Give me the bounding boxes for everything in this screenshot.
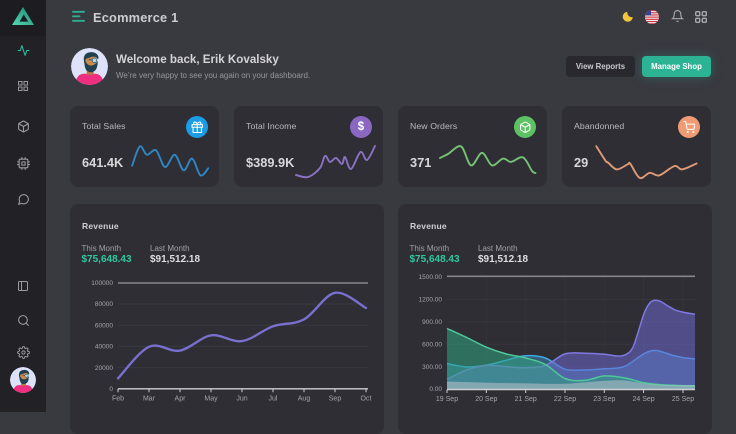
svg-text:Apr: Apr — [175, 396, 187, 403]
svg-text:19 Sep: 19 Sep — [436, 396, 458, 403]
svg-text:300.00: 300.00 — [422, 364, 442, 371]
svg-text:80000: 80000 — [95, 301, 113, 308]
svg-text:21 Sep: 21 Sep — [515, 396, 537, 403]
svg-text:0.00: 0.00 — [429, 386, 442, 393]
svg-text:60000: 60000 — [95, 322, 113, 329]
svg-text:40000: 40000 — [95, 344, 113, 351]
svg-text:Jun: Jun — [236, 396, 247, 403]
svg-text:Sep: Sep — [329, 396, 342, 403]
svg-text:Mar: Mar — [143, 396, 156, 403]
svg-text:1200.00: 1200.00 — [419, 297, 443, 304]
svg-text:20000: 20000 — [95, 365, 113, 372]
svg-text:25 Sep: 25 Sep — [672, 396, 694, 403]
svg-text:May: May — [204, 396, 218, 403]
svg-text:Oct: Oct — [361, 396, 372, 403]
svg-text:23 Sep: 23 Sep — [593, 396, 615, 403]
svg-text:Aug: Aug — [298, 396, 311, 403]
svg-text:0: 0 — [109, 386, 113, 393]
svg-text:24 Sep: 24 Sep — [633, 396, 655, 403]
svg-text:600.00: 600.00 — [422, 341, 442, 348]
svg-text:22 Sep: 22 Sep — [554, 396, 576, 403]
svg-text:Jul: Jul — [269, 396, 278, 403]
svg-text:900.00: 900.00 — [422, 319, 442, 326]
svg-text:1500.00: 1500.00 — [419, 274, 443, 281]
svg-text:100000: 100000 — [91, 280, 113, 287]
svg-text:Feb: Feb — [112, 396, 124, 403]
svg-text:20 Sep: 20 Sep — [475, 396, 497, 403]
